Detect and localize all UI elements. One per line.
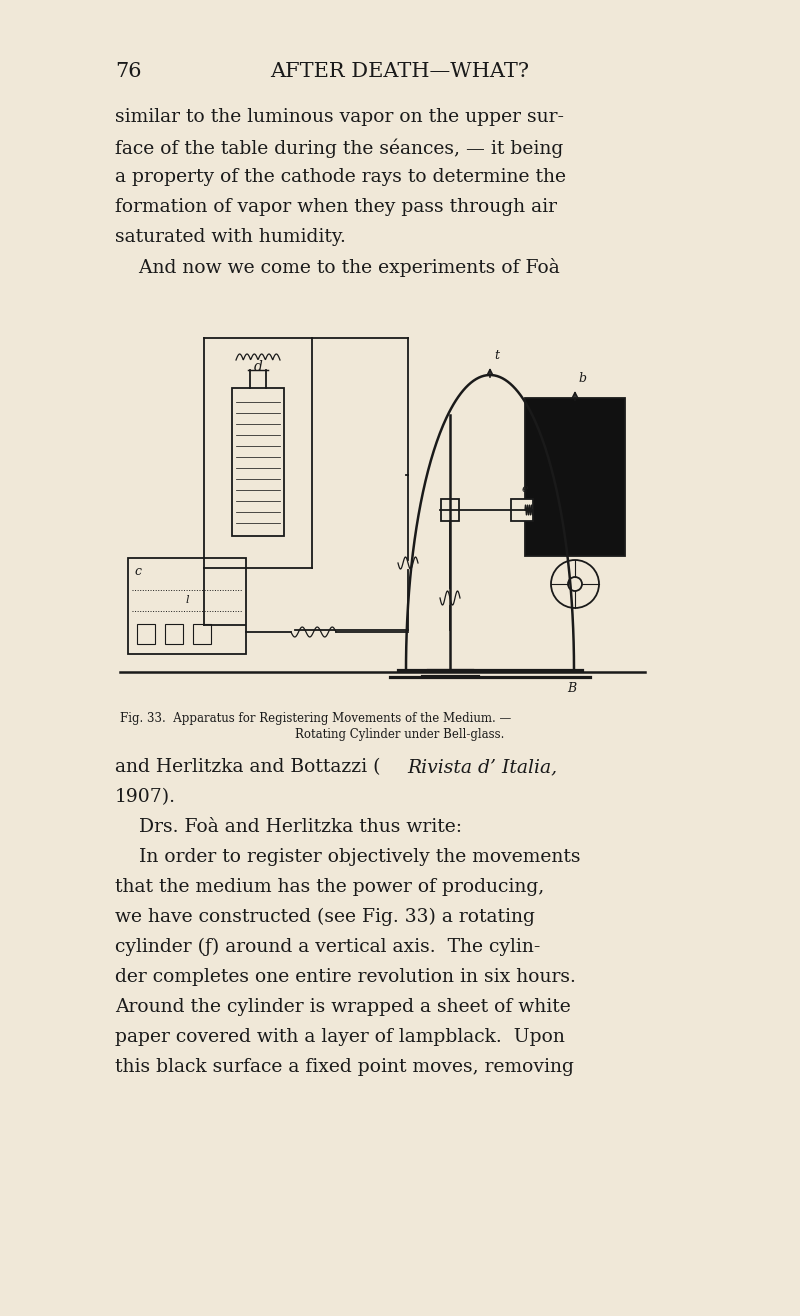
Text: Rotating Cylinder under Bell-glass.: Rotating Cylinder under Bell-glass.: [295, 728, 505, 741]
Text: 1907).: 1907).: [115, 788, 176, 805]
Bar: [232, 388, 284, 536]
Text: paper covered with a layer of lampblack.  Upon: paper covered with a layer of lampblack.…: [115, 1028, 565, 1046]
Bar: [128, 558, 246, 654]
Text: Drs. Foà and Herlitzka thus write:: Drs. Foà and Herlitzka thus write:: [115, 819, 462, 836]
Bar: [441, 499, 459, 521]
Text: c: c: [134, 565, 141, 578]
Text: a property of the cathode rays to determine the: a property of the cathode rays to determ…: [115, 168, 566, 186]
Bar: [165, 624, 183, 644]
Bar: [193, 624, 211, 644]
Text: Fig. 33.  Apparatus for Registering Movements of the Medium. —: Fig. 33. Apparatus for Registering Movem…: [120, 712, 511, 725]
Text: d: d: [254, 361, 262, 374]
Text: e: e: [522, 484, 528, 494]
Text: 76: 76: [115, 62, 142, 82]
Text: l: l: [186, 595, 189, 605]
Text: der completes one entire revolution in six hours.: der completes one entire revolution in s…: [115, 969, 576, 986]
Text: And now we come to the experiments of Foà: And now we come to the experiments of Fo…: [115, 258, 560, 276]
Text: b: b: [578, 372, 586, 386]
Bar: [137, 624, 155, 644]
Text: similar to the luminous vapor on the upper sur-: similar to the luminous vapor on the upp…: [115, 108, 564, 126]
Text: this black surface a fixed point moves, removing: this black surface a fixed point moves, …: [115, 1058, 574, 1076]
Text: B: B: [567, 682, 577, 695]
Text: In order to register objectively the movements: In order to register objectively the mov…: [115, 848, 581, 866]
Text: that the medium has the power of producing,: that the medium has the power of produci…: [115, 878, 544, 896]
Text: AFTER DEATH—WHAT?: AFTER DEATH—WHAT?: [270, 62, 530, 82]
Text: t: t: [494, 349, 499, 362]
Text: we have constructed (see Fig. 33) a rotating: we have constructed (see Fig. 33) a rota…: [115, 908, 535, 926]
Text: Rivista d’ Italia,: Rivista d’ Italia,: [407, 758, 557, 776]
Bar: [511, 499, 533, 521]
Text: and Herlitzka and Bottazzi (: and Herlitzka and Bottazzi (: [115, 758, 381, 776]
Text: cylinder (ƒ) around a vertical axis.  The cylin-: cylinder (ƒ) around a vertical axis. The…: [115, 938, 540, 957]
Text: face of the table during the séances, — it being: face of the table during the séances, — …: [115, 138, 563, 158]
Text: formation of vapor when they pass through air: formation of vapor when they pass throug…: [115, 197, 557, 216]
Bar: [525, 397, 625, 555]
Text: Around the cylinder is wrapped a sheet of white: Around the cylinder is wrapped a sheet o…: [115, 998, 570, 1016]
Text: saturated with humidity.: saturated with humidity.: [115, 228, 346, 246]
